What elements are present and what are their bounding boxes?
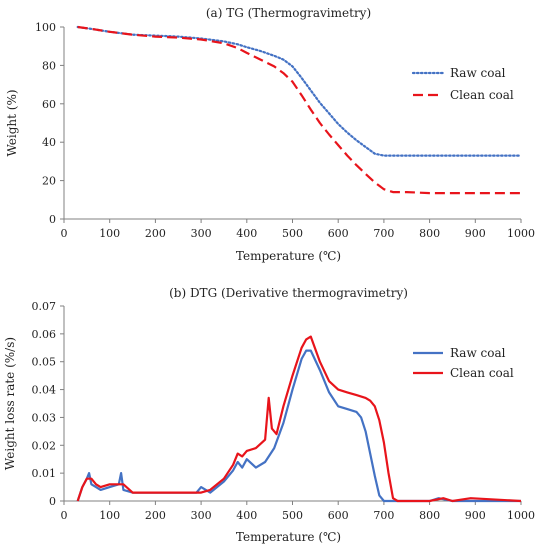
x-tick-label: 500 [282,509,303,522]
y-tick-label: 0.05 [32,356,57,369]
y-tick-label: 0.01 [32,467,57,480]
y-tick-label: 60 [42,98,56,111]
legend-label: Clean coal [450,88,514,102]
x-tick-label: 300 [191,227,212,240]
legend-label: Raw coal [450,66,506,80]
chart-title: (b) DTG (Derivative thermogravimetry) [169,286,408,300]
y-axis-label: Weight (%) [5,89,19,156]
x-tick-label: 600 [328,509,349,522]
x-tick-label: 400 [236,509,257,522]
y-tick-label: 0 [49,213,56,226]
legend-label: Raw coal [450,346,506,360]
y-tick-label: 0.07 [32,300,57,313]
y-tick-label: 80 [42,59,56,72]
x-tick-label: 300 [191,509,212,522]
y-tick-label: 0.06 [32,328,57,341]
x-tick-label: 700 [373,509,394,522]
x-tick-label: 400 [236,227,257,240]
x-tick-label: 600 [328,227,349,240]
y-axis-label: Weight loss rate (%/s) [3,337,17,470]
x-tick-label: 700 [373,227,394,240]
y-tick-label: 100 [35,21,56,34]
y-tick-label: 20 [42,175,56,188]
x-tick-label: 1000 [507,227,535,240]
x-tick-label: 1000 [507,509,535,522]
x-tick-label: 800 [419,227,440,240]
x-tick-label: 0 [61,509,68,522]
y-tick-label: 0.02 [32,439,57,452]
x-tick-label: 100 [99,509,120,522]
y-tick-label: 0 [49,495,56,508]
x-tick-label: 200 [145,227,166,240]
y-tick-label: 40 [42,136,56,149]
legend-label: Clean coal [450,366,514,380]
x-axis-label: Temperature (℃) [236,530,341,544]
series-line-clean-coal [78,337,521,501]
dtg-chart: (b) DTG (Derivative thermogravimetry) 0 0.… [3,286,535,544]
series-line-clean-coal [78,27,521,193]
x-tick-label: 900 [465,227,486,240]
x-tick-label: 800 [419,509,440,522]
x-tick-label: 500 [282,227,303,240]
x-tick-label: 100 [99,227,120,240]
x-tick-label: 200 [145,509,166,522]
chart-title: (a) TG (Thermogravimetry) [206,6,371,20]
x-tick-label: 900 [465,509,486,522]
y-tick-label: 0.03 [32,411,57,424]
x-tick-label: 0 [61,227,68,240]
x-axis-label: Temperature (℃) [236,249,341,263]
y-tick-label: 0.04 [32,384,57,397]
